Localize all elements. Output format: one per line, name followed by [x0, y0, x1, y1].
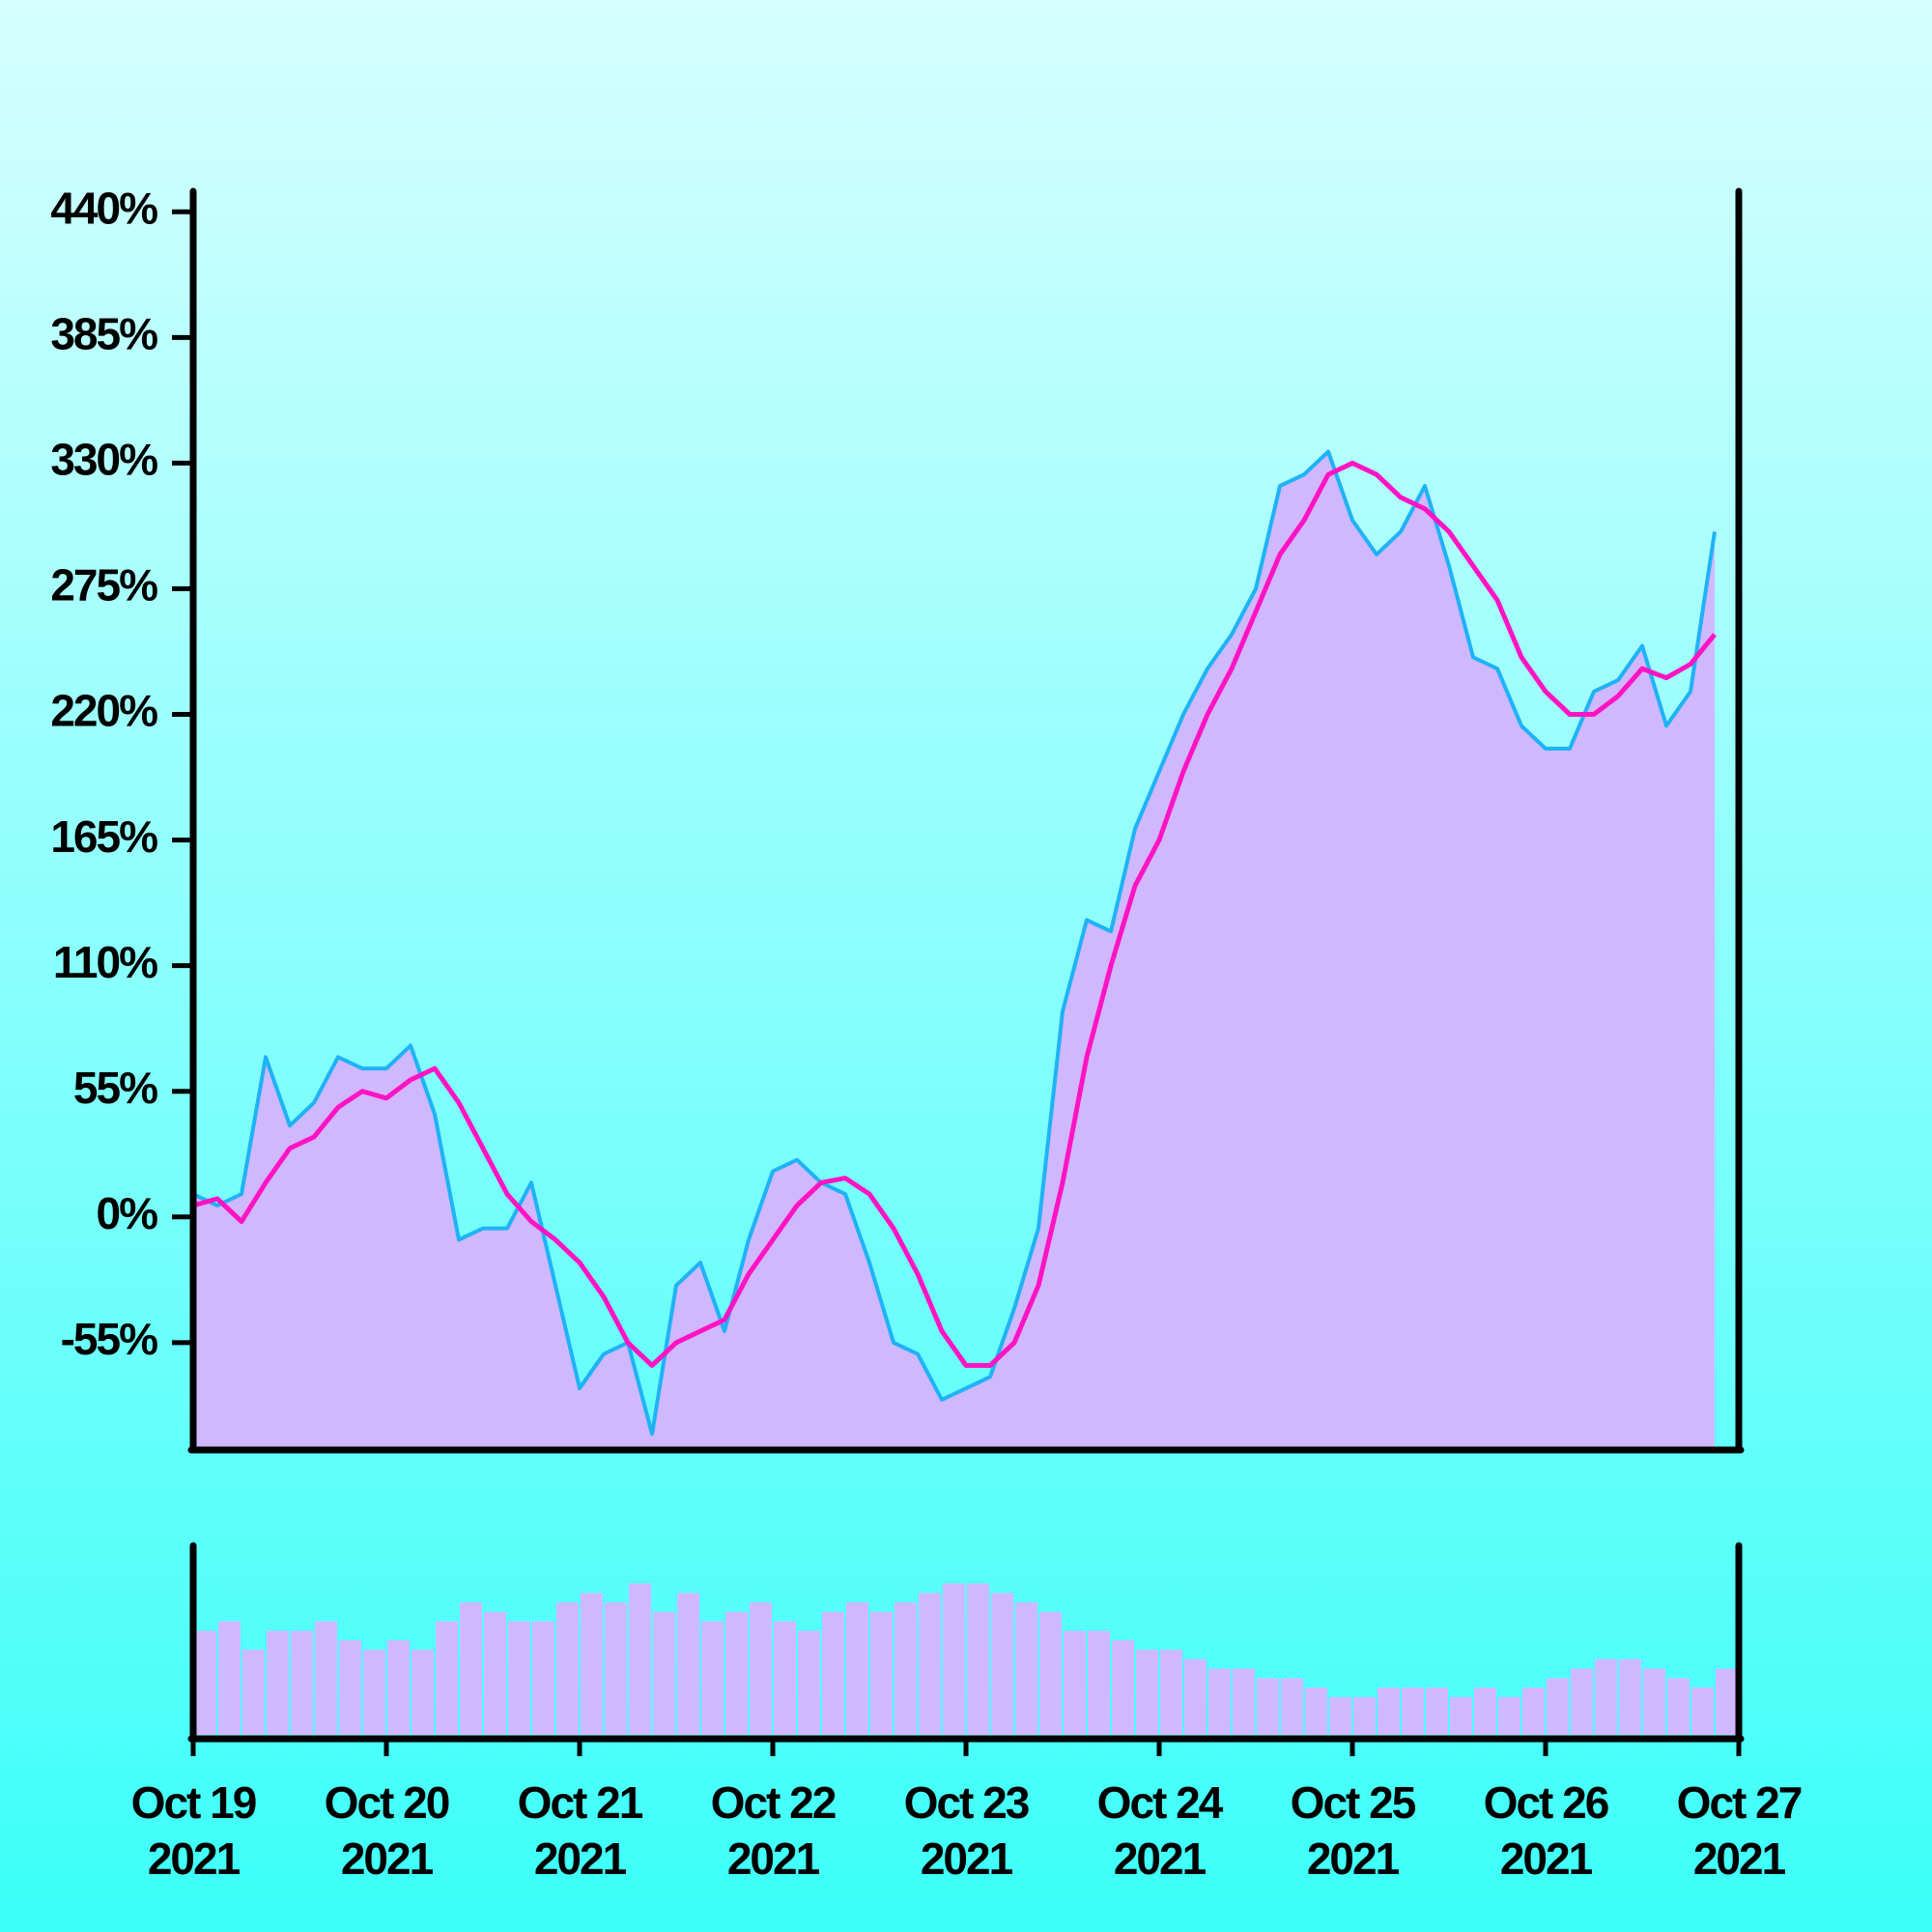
- volume-bar: [1498, 1696, 1520, 1735]
- y-tick-label: 220%: [50, 686, 157, 736]
- volume-bar: [1257, 1678, 1279, 1735]
- volume-bar: [1160, 1649, 1182, 1735]
- volume-bar: [991, 1593, 1013, 1735]
- volume-bar: [1208, 1668, 1231, 1735]
- volume-bar: [701, 1621, 724, 1735]
- volume-bar: [1233, 1668, 1255, 1735]
- price-line: [193, 449, 1717, 1436]
- x-tick-label: Oct 22 2021: [710, 1777, 838, 1884]
- y-tick-label: 55%: [73, 1063, 157, 1113]
- volume-bar: [218, 1621, 241, 1735]
- y-tick-label: 165%: [50, 811, 157, 862]
- volume-bar: [339, 1640, 361, 1735]
- y-tick-label: -55%: [61, 1314, 157, 1364]
- volume-bar: [870, 1611, 893, 1735]
- volume-bar: [822, 1611, 844, 1735]
- volume-bar: [412, 1649, 434, 1735]
- volume-bar: [846, 1602, 868, 1735]
- volume-bar: [725, 1611, 748, 1735]
- x-tick-label: Oct 25 2021: [1290, 1777, 1417, 1884]
- volume-bar: [1571, 1668, 1593, 1735]
- y-tick-label: 0%: [97, 1188, 158, 1238]
- y-tick-label: 385%: [50, 309, 157, 359]
- x-tick-label: Oct 20 2021: [324, 1777, 451, 1884]
- volume-bar: [1691, 1688, 1714, 1735]
- volume-plot: [194, 1583, 1738, 1735]
- price-plot: [193, 449, 1717, 1450]
- x-tick-label: Oct 26 2021: [1483, 1777, 1610, 1884]
- volume-bar: [460, 1602, 482, 1735]
- volume-bar: [1281, 1678, 1303, 1735]
- volume-bar: [581, 1593, 603, 1735]
- volume-bar: [1112, 1640, 1134, 1735]
- volume-bar: [1136, 1649, 1158, 1735]
- volume-bar: [1619, 1659, 1641, 1735]
- volume-bar: [943, 1583, 965, 1735]
- price-area: [193, 451, 1715, 1450]
- volume-bar: [1474, 1688, 1496, 1735]
- volume-bar: [267, 1631, 289, 1735]
- volume-bar: [1329, 1696, 1351, 1735]
- volume-bar: [556, 1602, 579, 1735]
- volume-bar: [1667, 1678, 1690, 1735]
- y-tick-label: 330%: [50, 435, 157, 485]
- volume-bar: [1015, 1602, 1037, 1735]
- volume-bar: [1064, 1631, 1086, 1735]
- volume-bar: [1088, 1631, 1110, 1735]
- volume-bar: [242, 1649, 265, 1735]
- volume-bar: [194, 1631, 216, 1735]
- x-tick-label: Oct 23 2021: [903, 1777, 1031, 1884]
- volume-bar: [653, 1611, 675, 1735]
- volume-bar: [1378, 1688, 1400, 1735]
- volume-bar: [508, 1621, 530, 1735]
- volume-bar: [774, 1621, 796, 1735]
- volume-bar: [1595, 1659, 1617, 1735]
- volume-bar: [532, 1621, 554, 1735]
- volume-bar: [1184, 1659, 1207, 1735]
- axes: [187, 187, 1745, 1743]
- volume-bar: [629, 1583, 651, 1735]
- volume-bar: [315, 1621, 337, 1735]
- x-tick-label: Oct 24 2021: [1096, 1777, 1224, 1884]
- volume-bar: [1522, 1688, 1545, 1735]
- volume-bar: [895, 1602, 917, 1735]
- y-tick-label: 440%: [50, 183, 157, 233]
- volume-bar: [1353, 1696, 1376, 1735]
- volume-bar: [798, 1631, 820, 1735]
- volume-bar: [750, 1602, 772, 1735]
- moving-average-line: [193, 460, 1717, 1368]
- volume-bar: [1643, 1668, 1665, 1735]
- volume-bar: [436, 1621, 458, 1735]
- x-tick-label: Oct 21 2021: [517, 1777, 644, 1884]
- volume-bar: [1402, 1688, 1424, 1735]
- volume-bar: [967, 1583, 989, 1735]
- x-tick-label: Oct 27 2021: [1676, 1777, 1804, 1884]
- volume-bar: [1426, 1688, 1448, 1735]
- volume-bar: [363, 1649, 385, 1735]
- volume-bar: [1547, 1678, 1569, 1735]
- volume-bar: [1716, 1668, 1738, 1735]
- y-tick-label: 275%: [50, 560, 157, 611]
- volume-bar: [677, 1593, 699, 1735]
- y-tick-label: 110%: [53, 937, 157, 987]
- volume-bar: [1305, 1688, 1327, 1735]
- volume-bar: [484, 1611, 506, 1735]
- x-tick-label: Oct 19 2021: [130, 1777, 258, 1884]
- volume-bar: [605, 1602, 627, 1735]
- volume-bar: [291, 1631, 313, 1735]
- volume-bar: [1450, 1696, 1472, 1735]
- volume-bar: [919, 1593, 941, 1735]
- volume-bar: [1039, 1611, 1062, 1735]
- volume-bar: [387, 1640, 410, 1735]
